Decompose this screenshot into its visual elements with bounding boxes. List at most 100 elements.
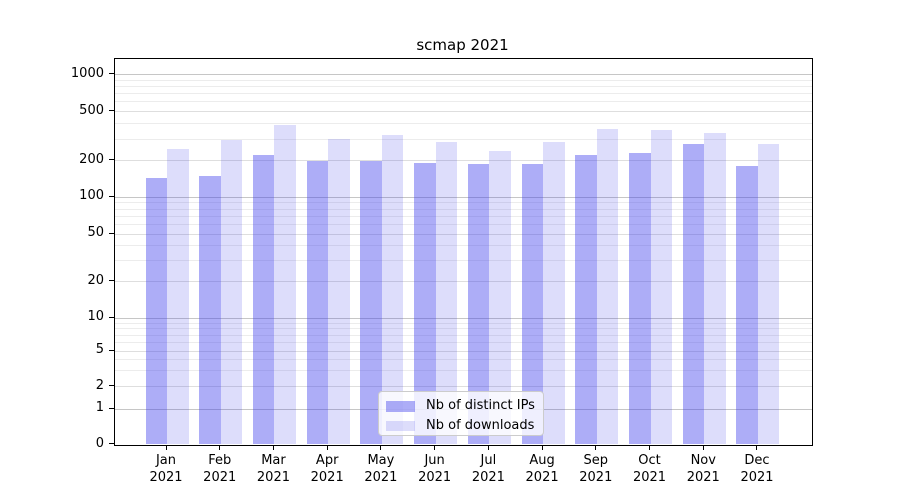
y-tick-label-2: 2 xyxy=(95,377,104,393)
y-tick-label-500: 500 xyxy=(79,102,104,118)
gridline-y-600 xyxy=(115,101,812,103)
gridline-y-900 xyxy=(115,79,812,81)
bar-distinct-ips-oct xyxy=(629,152,651,445)
gridline-y-8 xyxy=(115,328,812,330)
gridline-y-40 xyxy=(115,245,812,247)
x-tick-label-sep: Sep 2021 xyxy=(579,453,613,485)
bar-downloads-jan xyxy=(167,148,189,445)
legend-label-downloads: Nb of downloads xyxy=(426,417,535,433)
bar-downloads-dec xyxy=(757,143,780,445)
bar-downloads-feb xyxy=(220,139,243,445)
chart-title: scmap 2021 xyxy=(416,36,509,54)
y-tick-mark xyxy=(108,195,114,197)
x-tick-mark xyxy=(219,444,221,450)
bar-distinct-ips-sep xyxy=(575,155,597,445)
y-tick-mark xyxy=(108,159,114,161)
legend: Nb of distinct IPs Nb of downloads xyxy=(378,391,544,436)
x-tick-label-oct: Oct 2021 xyxy=(632,453,667,485)
x-tick-mark xyxy=(434,444,436,450)
x-tick-label-dec: Dec 2021 xyxy=(740,453,774,485)
gridline-y-500 xyxy=(115,111,812,113)
x-tick-label-apr: Apr 2021 xyxy=(310,453,344,485)
y-tick-label-5: 5 xyxy=(95,342,104,357)
x-tick-label-mar: Mar 2021 xyxy=(256,453,290,485)
gridline-y-2 xyxy=(115,386,812,388)
x-tick-label-nov: Nov 2021 xyxy=(686,453,720,485)
y-tick-mark xyxy=(108,349,114,351)
y-tick-label-50: 50 xyxy=(87,225,104,241)
gridline-y-80 xyxy=(115,208,812,210)
bar-distinct-ips-jul xyxy=(467,164,490,445)
y-tick-mark xyxy=(108,73,114,75)
x-tick-mark xyxy=(272,444,274,450)
y-tick-mark xyxy=(108,280,114,282)
gridline-y-400 xyxy=(115,123,812,125)
bar-downloads-sep xyxy=(596,128,619,445)
gridline-y-9 xyxy=(115,322,812,324)
y-tick-mark xyxy=(108,407,114,409)
gridline-y-6 xyxy=(115,341,812,343)
x-tick-label-aug: Aug 2021 xyxy=(525,453,559,485)
bar-distinct-ips-dec xyxy=(736,165,758,445)
gridline-y-300 xyxy=(115,138,812,140)
gridline-y-50 xyxy=(115,233,812,235)
legend-label-distinct-ips: Nb of distinct IPs xyxy=(426,398,535,413)
x-tick-label-jun: Jun 2021 xyxy=(418,453,452,485)
gridline-y-700 xyxy=(115,93,812,95)
legend-row: Nb of distinct IPs xyxy=(379,398,543,414)
bar-downloads-aug xyxy=(543,141,565,445)
gridline-y-1000 xyxy=(115,74,812,76)
bar-downloads-oct xyxy=(650,130,673,445)
x-tick-mark xyxy=(541,444,543,450)
x-tick-mark xyxy=(165,444,167,450)
x-tick-mark xyxy=(702,444,704,450)
legend-swatch-distinct-ips xyxy=(386,401,415,412)
bar-distinct-ips-jun xyxy=(414,162,436,445)
legend-swatch-downloads xyxy=(386,420,415,431)
gridline-y-60 xyxy=(115,224,812,226)
gridline-y-90 xyxy=(115,202,812,204)
bar-downloads-may xyxy=(381,135,404,445)
plot-area xyxy=(114,57,813,446)
y-tick-mark xyxy=(108,385,114,387)
gridline-y-200 xyxy=(115,160,812,162)
bar-distinct-ips-may xyxy=(360,161,382,445)
x-tick-mark xyxy=(756,444,758,450)
gridline-y-30 xyxy=(115,260,812,262)
y-tick-mark xyxy=(108,316,114,318)
bar-downloads-mar xyxy=(274,124,296,445)
legend-row: Nb of downloads xyxy=(379,418,543,434)
bar-distinct-ips-aug xyxy=(521,164,544,445)
y-tick-label-0: 0 xyxy=(95,435,104,451)
gridline-y-3 xyxy=(115,370,812,372)
y-tick-label-1: 1 xyxy=(95,400,104,416)
gridline-y-100 xyxy=(115,196,812,198)
bar-distinct-ips-mar xyxy=(252,154,275,445)
y-tick-label-10: 10 xyxy=(87,309,104,325)
y-tick-label-100: 100 xyxy=(79,188,104,204)
y-tick-label-20: 20 xyxy=(87,272,104,288)
bar-distinct-ips-jan xyxy=(145,178,167,445)
x-tick-label-jul: Jul 2021 xyxy=(471,453,505,485)
x-tick-mark xyxy=(649,444,651,450)
x-tick-mark xyxy=(595,444,597,450)
bar-downloads-apr xyxy=(328,139,350,445)
x-tick-mark xyxy=(487,444,489,450)
y-tick-mark xyxy=(108,443,114,444)
y-tick-label-200: 200 xyxy=(79,151,104,167)
y-tick-label-1000: 1000 xyxy=(70,65,104,81)
x-tick-mark xyxy=(380,444,382,450)
x-tick-mark xyxy=(326,444,328,450)
bar-downloads-jun xyxy=(435,141,458,445)
x-tick-label-may: May 2021 xyxy=(364,453,398,485)
bar-distinct-ips-apr xyxy=(306,161,329,445)
gridline-y-10 xyxy=(115,317,812,319)
x-tick-label-jan: Jan 2021 xyxy=(149,453,183,485)
gridline-y-70 xyxy=(115,215,812,217)
y-tick-mark xyxy=(108,232,114,234)
gridline-y-800 xyxy=(115,86,812,88)
bar-downloads-jul xyxy=(489,150,511,445)
gridline-y-5 xyxy=(115,350,812,352)
gridline-y-20 xyxy=(115,281,812,283)
